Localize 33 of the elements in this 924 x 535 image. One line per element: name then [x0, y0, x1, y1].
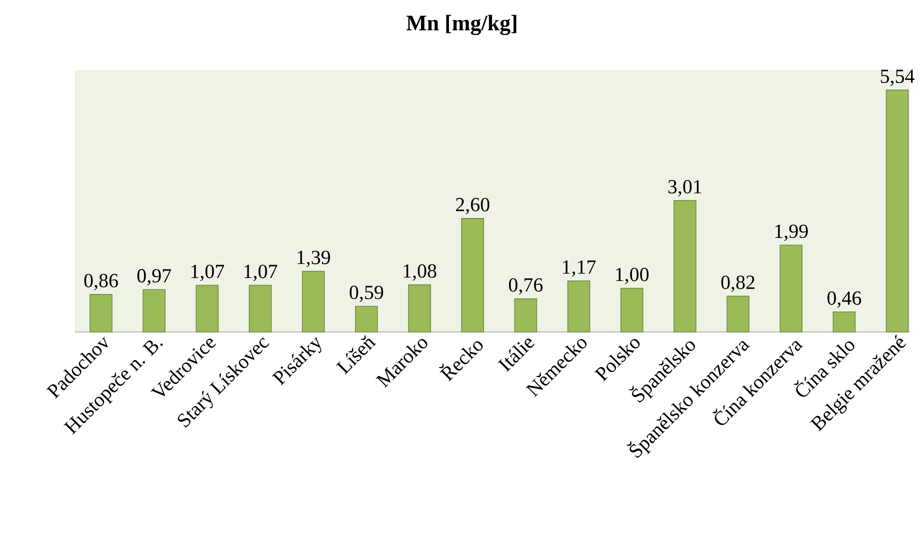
data-label: 1,07	[191, 264, 224, 282]
data-label: 0,59	[350, 286, 384, 302]
data-label: 0,82	[721, 276, 754, 292]
data-label: 5,54	[880, 70, 914, 86]
bar	[674, 200, 696, 332]
chart-title: Mn [mg/kg]	[406, 14, 516, 36]
data-label: 0,46	[827, 291, 862, 308]
bar	[461, 218, 484, 332]
data-label: 0,76	[508, 278, 543, 295]
data-label: 2,60	[456, 198, 490, 214]
data-label: 0,97	[137, 269, 172, 286]
bar	[196, 284, 219, 332]
bar	[726, 296, 750, 332]
data-label: 1,39	[298, 250, 330, 268]
bar	[567, 280, 590, 332]
data-label: 1,99	[775, 224, 808, 241]
bar	[514, 298, 538, 332]
data-label: 1,08	[404, 264, 436, 281]
bar	[302, 270, 325, 332]
bar	[355, 306, 378, 332]
bar	[780, 244, 803, 332]
bar	[620, 288, 644, 332]
data-label: 3,01	[668, 180, 702, 196]
bar	[142, 289, 166, 332]
bar	[90, 294, 112, 332]
data-label: 0,86	[84, 274, 118, 290]
bar	[248, 284, 272, 332]
data-label: 1,17	[563, 260, 596, 277]
bar	[832, 312, 856, 332]
bar	[408, 284, 431, 332]
data-label: 1,00	[616, 268, 649, 284]
bar	[886, 90, 909, 332]
data-label: 1,07	[244, 264, 278, 282]
